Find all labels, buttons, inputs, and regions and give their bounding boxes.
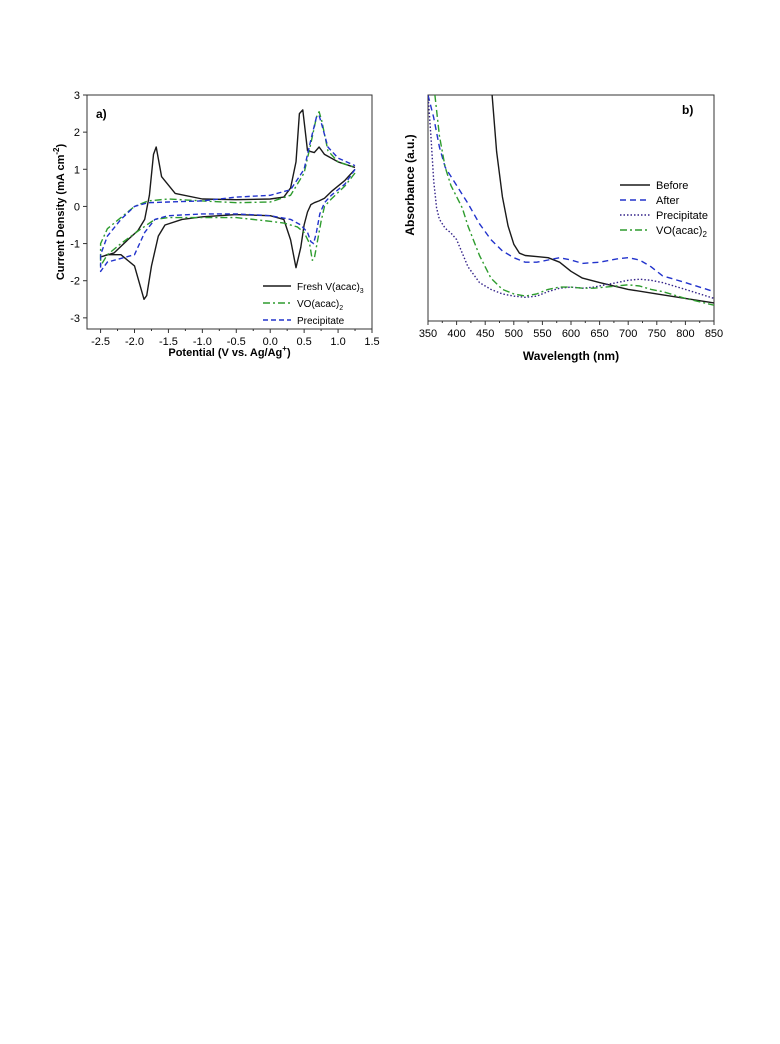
x-tick-label: -2.0: [125, 336, 144, 348]
x-tick-label: 700: [619, 328, 637, 340]
x-tick-label: -0.5: [227, 336, 246, 348]
x-tick-label: 1.5: [364, 336, 379, 348]
y-tick-label: 3: [74, 90, 80, 102]
series-line-0: [491, 95, 714, 304]
x-axis-label-sup: +: [282, 344, 287, 353]
legend-label-main: VO(acac): [656, 225, 702, 237]
y-tick-label: 1: [74, 164, 80, 176]
legend-label: Fresh V(acac)3: [297, 282, 364, 295]
legend: Before After Precipitate VO(acac)2: [620, 180, 708, 239]
series-group: [99, 109, 356, 300]
legend-label-sub: 2: [339, 305, 343, 312]
x-tick-label: 500: [505, 328, 523, 340]
panel-label: a): [96, 107, 107, 121]
y-tick-label: -2: [70, 276, 80, 288]
legend-label-main: Before: [656, 180, 688, 192]
x-tick-label: -1.5: [159, 336, 178, 348]
series-line-0: [101, 109, 356, 300]
x-tick-label: 350: [419, 328, 437, 340]
x-tick-label: 450: [476, 328, 494, 340]
y-tick-label: -3: [70, 313, 80, 325]
series-line-2: [99, 114, 356, 273]
x-tick-label: 550: [533, 328, 551, 340]
chart-panel-1: 350 400 450 500 550 600 650 700 750 800 850 Wavelen…: [403, 94, 723, 363]
y-tick-label: 2: [74, 127, 80, 139]
legend-label-main: VO(acac): [297, 299, 339, 310]
series-line-1: [99, 111, 356, 267]
legend-label-main: Precipitate: [297, 316, 345, 327]
x-tick-label: -1.0: [193, 336, 212, 348]
legend-label-main: Precipitate: [656, 210, 708, 222]
y-axis-label-sup: -2: [52, 147, 61, 155]
series-line-1: [428, 95, 714, 293]
series-group: [428, 95, 714, 306]
x-tick-label: 750: [648, 328, 666, 340]
x-tick-label: 400: [447, 328, 465, 340]
y-axis-label: Current Density (mA cm-2): [52, 144, 67, 281]
chart-panel-0: -2.5 -2.0 -1.5 -1.0 -0.5 0.0 0.5 1.0 1.5 3 2 1 0 -1 -2…: [52, 90, 380, 359]
series-line-3: [434, 95, 714, 306]
x-axis-label: Wavelength (nm): [523, 349, 619, 363]
y-axis-label-main: Current Density (mA cm: [55, 154, 67, 280]
x-axis-label-end: ): [287, 347, 291, 359]
x-tick-label: 0.0: [263, 336, 278, 348]
legend-label: Before: [656, 180, 688, 192]
x-tick-label: -2.5: [91, 336, 110, 348]
x-axis-label: Potential (V vs. Ag/Ag+): [168, 344, 291, 359]
y-tick-label: 0: [74, 201, 80, 213]
legend-label-sub: 2: [702, 230, 707, 239]
legend: Fresh V(acac)3 VO(acac)2 Precipitate: [263, 282, 364, 327]
x-tick-label: 1.0: [330, 336, 345, 348]
legend-label-main: Fresh V(acac): [297, 282, 360, 293]
x-tick-label: 0.5: [296, 336, 311, 348]
x-tick-label: 650: [590, 328, 608, 340]
x-axis-label-main: Potential (V vs. Ag/Ag: [168, 347, 282, 359]
panel-label: b): [682, 103, 693, 117]
y-axis-label: Absorbance (a.u.): [403, 134, 417, 235]
x-tick-label: 600: [562, 328, 580, 340]
x-tick-label: 800: [676, 328, 694, 340]
legend-label: Precipitate: [656, 210, 708, 222]
y-axis-label-end: ): [55, 144, 67, 148]
legend-label: VO(acac)2: [656, 225, 707, 239]
legend-label: VO(acac)2: [297, 299, 343, 312]
plot-frame: [86, 94, 373, 330]
legend-label: After: [656, 195, 680, 207]
y-tick-label: -1: [70, 239, 80, 251]
legend-label: Precipitate: [297, 316, 345, 327]
legend-label-sub: 3: [360, 288, 364, 295]
x-tick-label: 850: [705, 328, 723, 340]
legend-label-main: After: [656, 195, 680, 207]
